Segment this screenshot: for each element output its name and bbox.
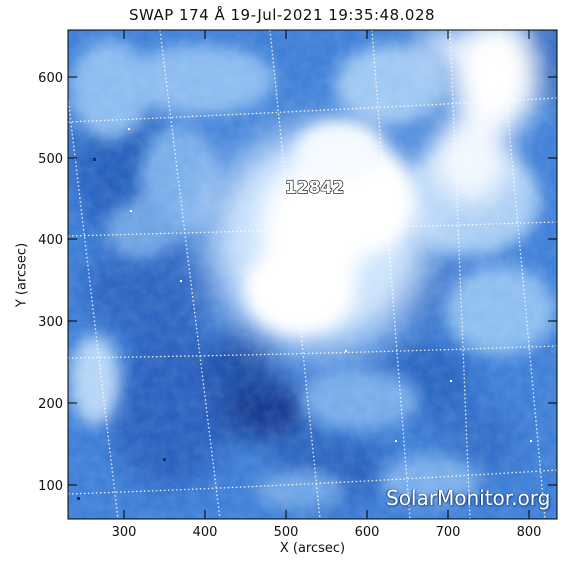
x-axis-label: X (arcsec) [279,541,346,556]
plot-frame [67,29,558,520]
y-tick-label: 600 [38,71,63,86]
watermark: SolarMonitor.org [386,486,551,510]
x-tick-label: 400 [193,525,218,540]
y-tick-label: 100 [38,479,63,494]
y-tick-label: 500 [38,152,63,167]
y-tick-labels: 100 200 300 400 500 600 [38,71,63,494]
active-region-label: 12842 [285,178,344,198]
y-tick-label: 400 [38,233,63,248]
y-ticks [68,76,557,486]
hot-pixels [77,128,532,500]
heliographic-grid [68,30,557,519]
x-tick-label: 600 [355,525,380,540]
y-axis-label: Y (arcsec) [14,242,30,308]
x-tick-label: 300 [112,525,137,540]
x-tick-label: 800 [517,525,542,540]
y-tick-label: 300 [38,315,63,330]
plot-title: SWAP 174 Å 19-Jul-2021 19:35:48.028 [128,6,436,24]
x-tick-labels: 300 400 500 600 700 800 [112,525,542,540]
x-tick-label: 500 [274,525,299,540]
y-tick-label: 200 [38,397,63,412]
solar-image [68,30,557,519]
x-ticks [123,30,530,519]
x-tick-label: 700 [436,525,461,540]
